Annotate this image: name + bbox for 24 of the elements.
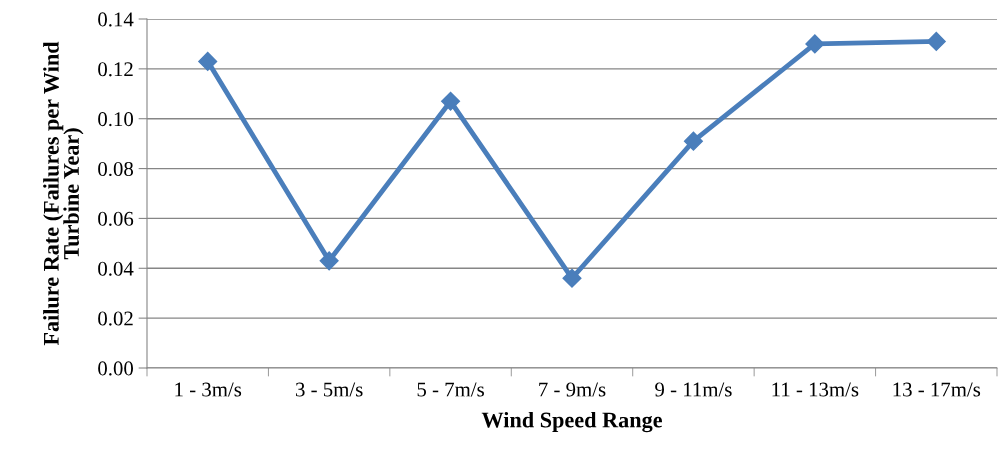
y-tick-label: 0.12 bbox=[98, 62, 133, 77]
point bbox=[683, 131, 703, 151]
y-tick-label: 0.08 bbox=[98, 161, 134, 177]
point bbox=[441, 91, 461, 111]
x-tick-label: 5 - 7m/s bbox=[417, 382, 484, 397]
point bbox=[319, 251, 339, 271]
x-tick-label: 11 - 13m/s bbox=[772, 382, 859, 397]
x-tick-label: 3 - 5m/s bbox=[296, 382, 363, 397]
x-axis-title: Wind Speed Range bbox=[481, 411, 662, 433]
x-tick-label: 1 - 3m/s bbox=[175, 382, 242, 397]
y-tick-label: 0.14 bbox=[98, 12, 134, 27]
point bbox=[562, 268, 582, 288]
y-tick-label: 0.10 bbox=[98, 112, 134, 127]
point bbox=[926, 31, 946, 51]
x-tick-label: 7 - 9m/s bbox=[539, 382, 606, 397]
x-tick-label: 13 - 17m/s bbox=[893, 382, 981, 397]
y-tick-label: 0.02 bbox=[98, 311, 133, 326]
point bbox=[805, 34, 825, 54]
y-axis-title: Failure Rate (Failures per Wind Turbine Year) bbox=[43, 41, 84, 346]
x-tick-label: 9 - 11m/s bbox=[655, 382, 732, 397]
y-tick-label: 0.06 bbox=[98, 211, 134, 226]
y-tick-label: 0.00 bbox=[98, 361, 134, 376]
y-tick-label: 0.04 bbox=[98, 261, 134, 276]
point bbox=[198, 51, 218, 71]
